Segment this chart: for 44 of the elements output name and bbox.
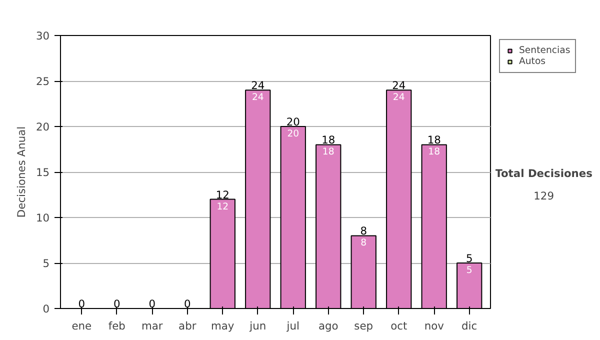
data-label: 20 bbox=[287, 128, 300, 140]
total-label: 5 bbox=[466, 252, 473, 265]
text: Total Decisiones bbox=[495, 167, 592, 180]
y-tick-label: 15 bbox=[36, 166, 50, 179]
x-tick-label: oct bbox=[390, 320, 408, 332]
x-tick-label: ene bbox=[72, 320, 92, 332]
data-label: 18 bbox=[428, 146, 440, 158]
x-tick-label: mar bbox=[141, 320, 164, 332]
total-label: 0 bbox=[78, 298, 86, 310]
y-tick-label: 25 bbox=[36, 75, 50, 88]
total-label: 24 bbox=[392, 79, 406, 92]
y-tick-label: 20 bbox=[36, 120, 50, 134]
total-label: 18 bbox=[427, 134, 442, 147]
data-label: 24 bbox=[252, 92, 264, 104]
y-tick-label: 30 bbox=[36, 30, 50, 42]
total-label: 20 bbox=[286, 116, 300, 128]
legend-label: Sentencias bbox=[519, 45, 570, 56]
x-tick-label: dic bbox=[462, 320, 478, 332]
legend-label: Autos bbox=[519, 56, 546, 67]
text: 129 bbox=[534, 189, 554, 202]
x-tick-label: jul bbox=[286, 320, 300, 332]
data-label: 24 bbox=[392, 92, 405, 104]
total-label: 24 bbox=[251, 79, 265, 92]
x-tick-label: jun bbox=[248, 320, 266, 332]
total-label: 0 bbox=[114, 298, 121, 310]
data-label: 5 bbox=[466, 265, 472, 276]
data-label: 12 bbox=[216, 201, 229, 212]
y-axis-title: Decisiones Anual bbox=[14, 126, 28, 218]
y-tick-label: 0 bbox=[42, 302, 50, 316]
x-tick-label: abr bbox=[178, 320, 197, 332]
total-label: 18 bbox=[322, 134, 336, 147]
total-label: 12 bbox=[216, 188, 230, 202]
total-label: 8 bbox=[360, 224, 368, 238]
x-tick-label: feb bbox=[108, 320, 126, 332]
data-label: 18 bbox=[322, 146, 334, 158]
x-tick-label: may bbox=[211, 320, 234, 332]
y-tick-label: 10 bbox=[36, 212, 50, 224]
total-label: 0 bbox=[184, 298, 191, 310]
x-tick-label: sep bbox=[354, 320, 374, 332]
x-tick-label: ago bbox=[318, 320, 338, 332]
y-tick-label: 5 bbox=[42, 257, 50, 270]
x-tick-label: nov bbox=[424, 320, 444, 332]
data-label: 8 bbox=[360, 238, 367, 249]
total-label: 0 bbox=[148, 298, 156, 310]
